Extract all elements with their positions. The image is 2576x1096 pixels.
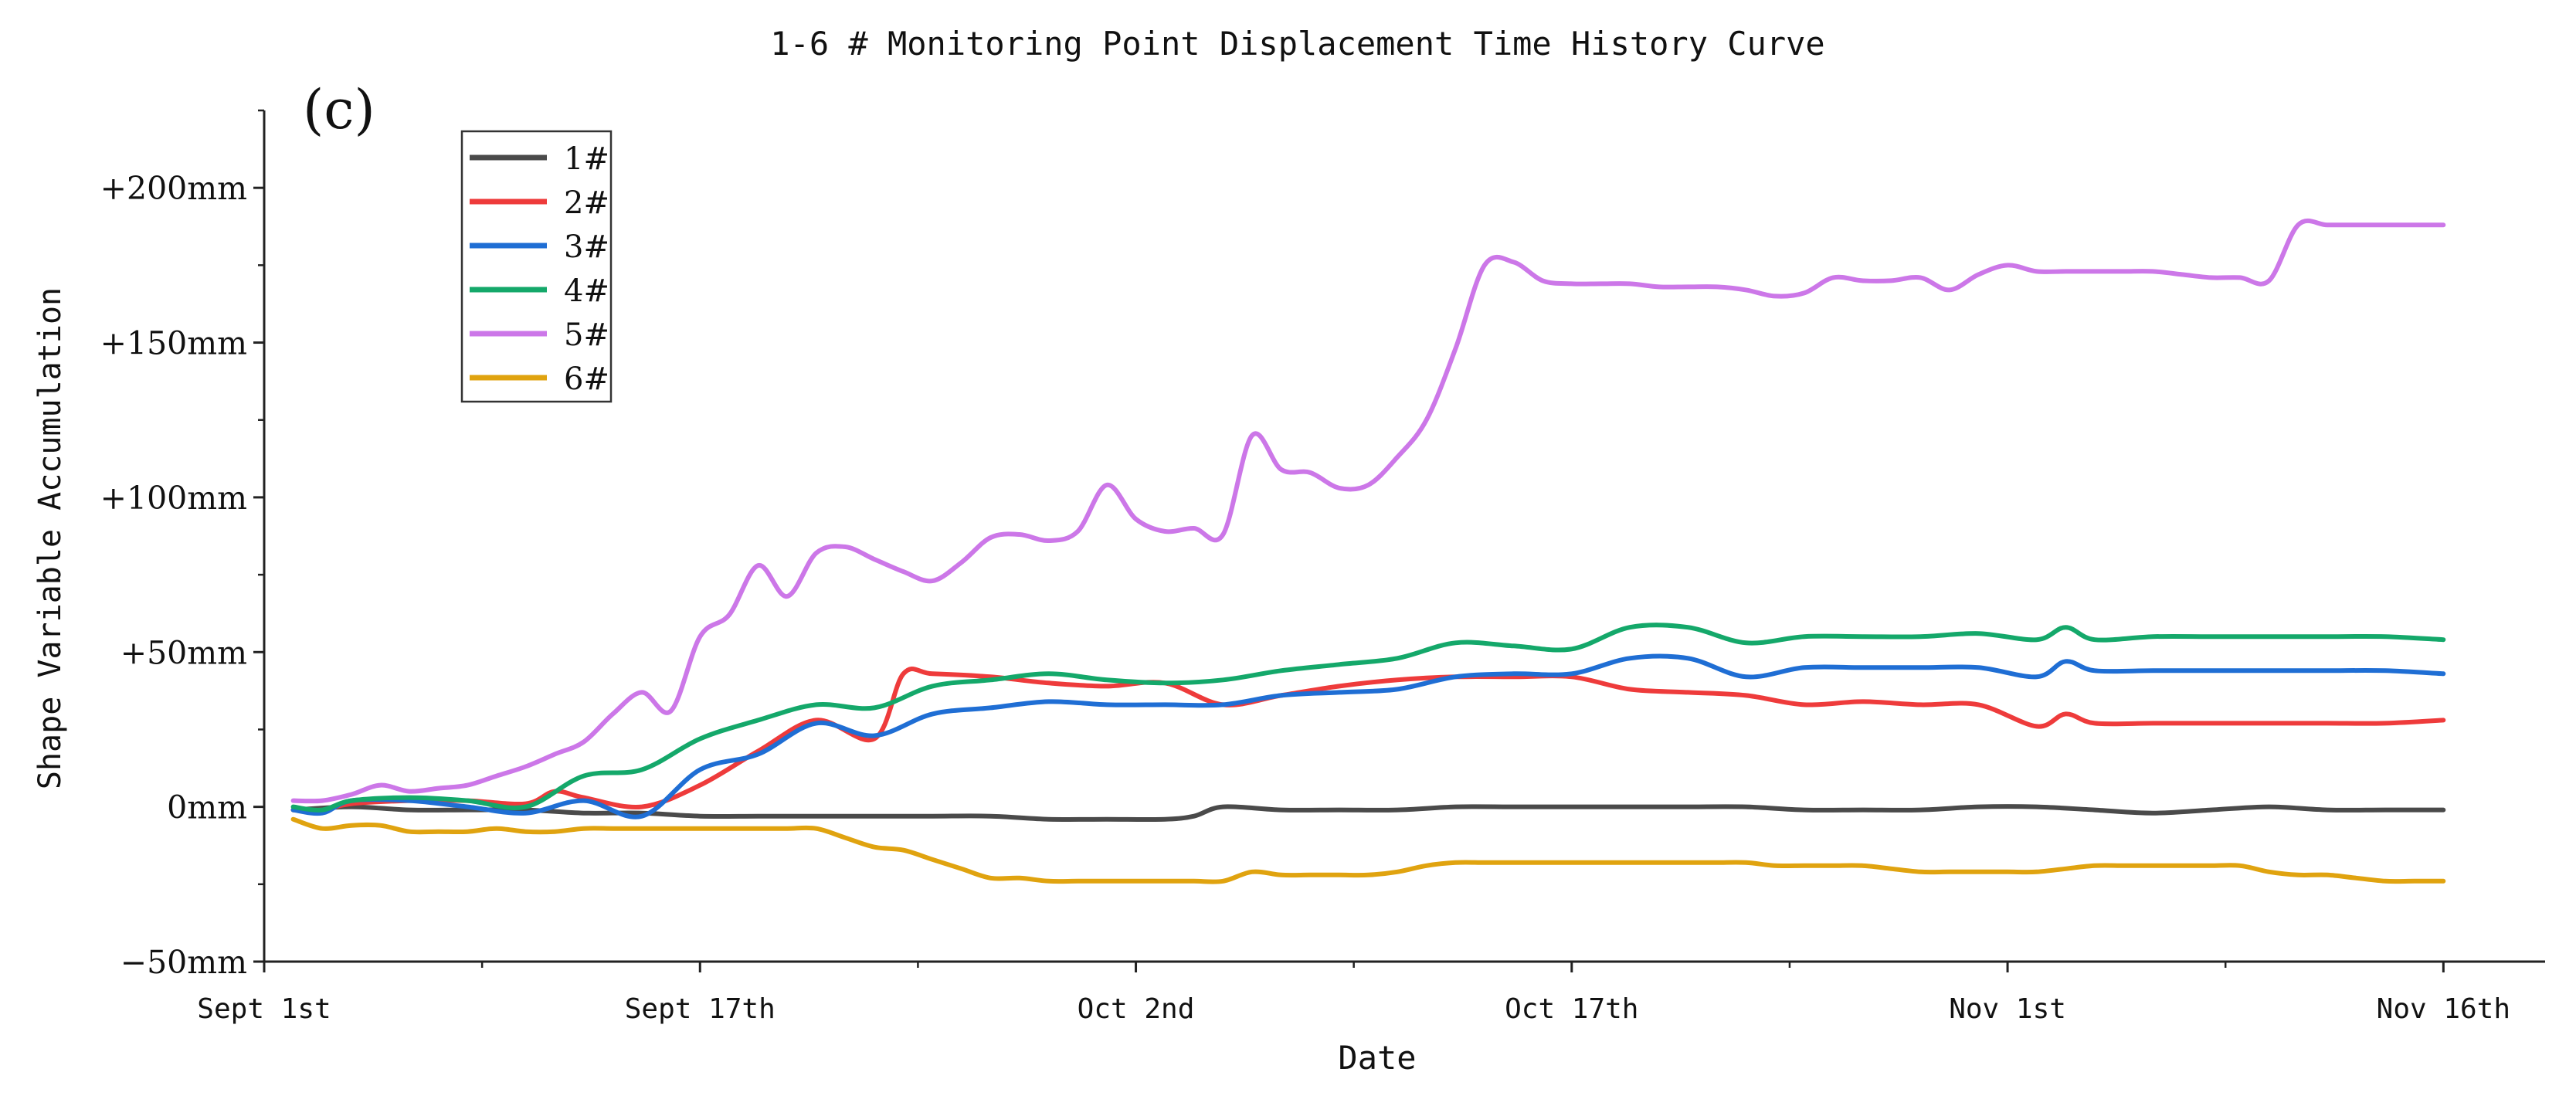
series-line-4: [290, 623, 2446, 813]
axes: −50mm 0mm +50mm +100mm +150mm +200mm Sept 1st S…: [100, 109, 2545, 1025]
y-axis-title: Shape Variable Accumulation: [32, 287, 68, 789]
legend-label: 6#: [564, 361, 609, 397]
x-tick-label: Sept 1st: [197, 993, 331, 1025]
x-tick-label: Oct 2nd: [1078, 993, 1195, 1025]
y-tick-label: +100mm: [100, 480, 247, 517]
legend-box: [460, 130, 613, 403]
x-axis-title: Date: [1338, 1039, 1416, 1077]
legend-label: 5#: [564, 317, 609, 353]
series-line-3: [290, 653, 2446, 819]
legend-label: 3#: [564, 229, 609, 265]
legend-label: 2#: [564, 185, 609, 221]
series-line-1: [290, 804, 2446, 822]
x-tick-label: Sept 17th: [625, 993, 776, 1025]
legend: 1# 2# 3# 4# 5# 6#: [460, 130, 613, 403]
panel-label: (c): [303, 78, 375, 141]
x-tick-label: Oct 17th: [1505, 993, 1638, 1025]
series-layer: [290, 218, 2446, 884]
x-tick-label: Nov 1st: [1949, 993, 2066, 1025]
chart-title: 1-6 # Monitoring Point Displacement Time…: [770, 25, 1824, 63]
legend-label: 4#: [564, 273, 609, 309]
series-line-6: [290, 816, 2446, 884]
y-tick-label: 0mm: [167, 789, 247, 826]
y-tick-label: −50mm: [120, 944, 247, 981]
y-tick-label: +200mm: [100, 170, 247, 207]
y-tick-label: +150mm: [100, 325, 247, 362]
legend-label: 1#: [564, 141, 609, 177]
series-line-5: [290, 218, 2446, 804]
y-tick-label: +50mm: [120, 634, 247, 671]
x-tick-label: Nov 16th: [2377, 993, 2510, 1025]
